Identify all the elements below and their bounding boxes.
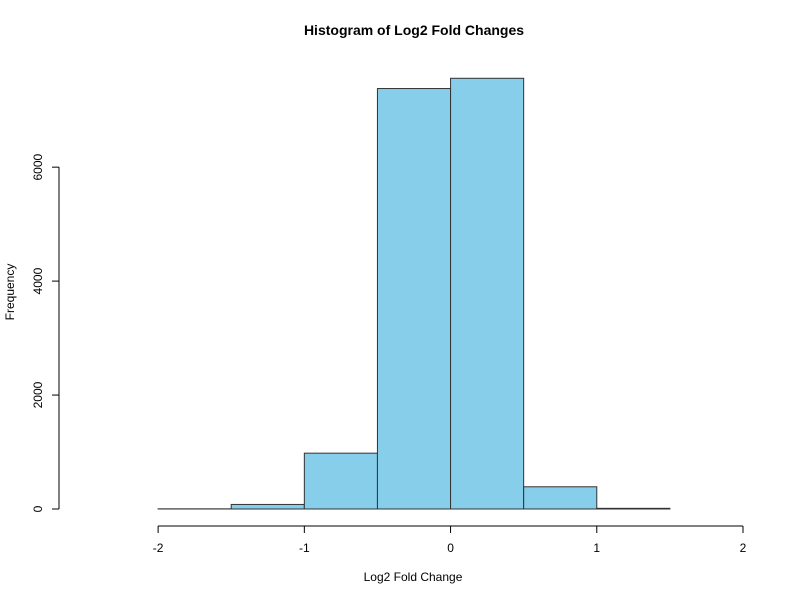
histogram-bar-3 — [304, 453, 377, 509]
x-tick-label-0: -2 — [153, 541, 164, 555]
histogram-bar-4 — [377, 89, 450, 509]
y-tick-label-1: 2000 — [31, 381, 45, 408]
x-tick-label-2: 0 — [447, 541, 454, 555]
chart-title: Histogram of Log2 Fold Changes — [304, 22, 524, 38]
bars-group — [158, 78, 670, 509]
x-tick-label-1: -1 — [299, 541, 310, 555]
x-axis: -2 -1 0 1 2 — [153, 526, 747, 555]
y-axis-label: Frequency — [3, 264, 17, 321]
y-tick-label-2: 4000 — [31, 267, 45, 294]
histogram-bar-2 — [231, 504, 304, 509]
histogram-bar-5 — [451, 78, 524, 509]
x-tick-label-3: 1 — [593, 541, 600, 555]
y-tick-label-0: 0 — [31, 505, 45, 512]
y-axis: 0 2000 4000 6000 — [31, 153, 59, 512]
x-tick-label-4: 2 — [740, 541, 747, 555]
histogram-bar-7 — [597, 508, 670, 509]
histogram-bar-6 — [524, 487, 597, 509]
x-axis-label: Log2 Fold Change — [364, 570, 463, 584]
y-tick-label-3: 6000 — [31, 153, 45, 180]
